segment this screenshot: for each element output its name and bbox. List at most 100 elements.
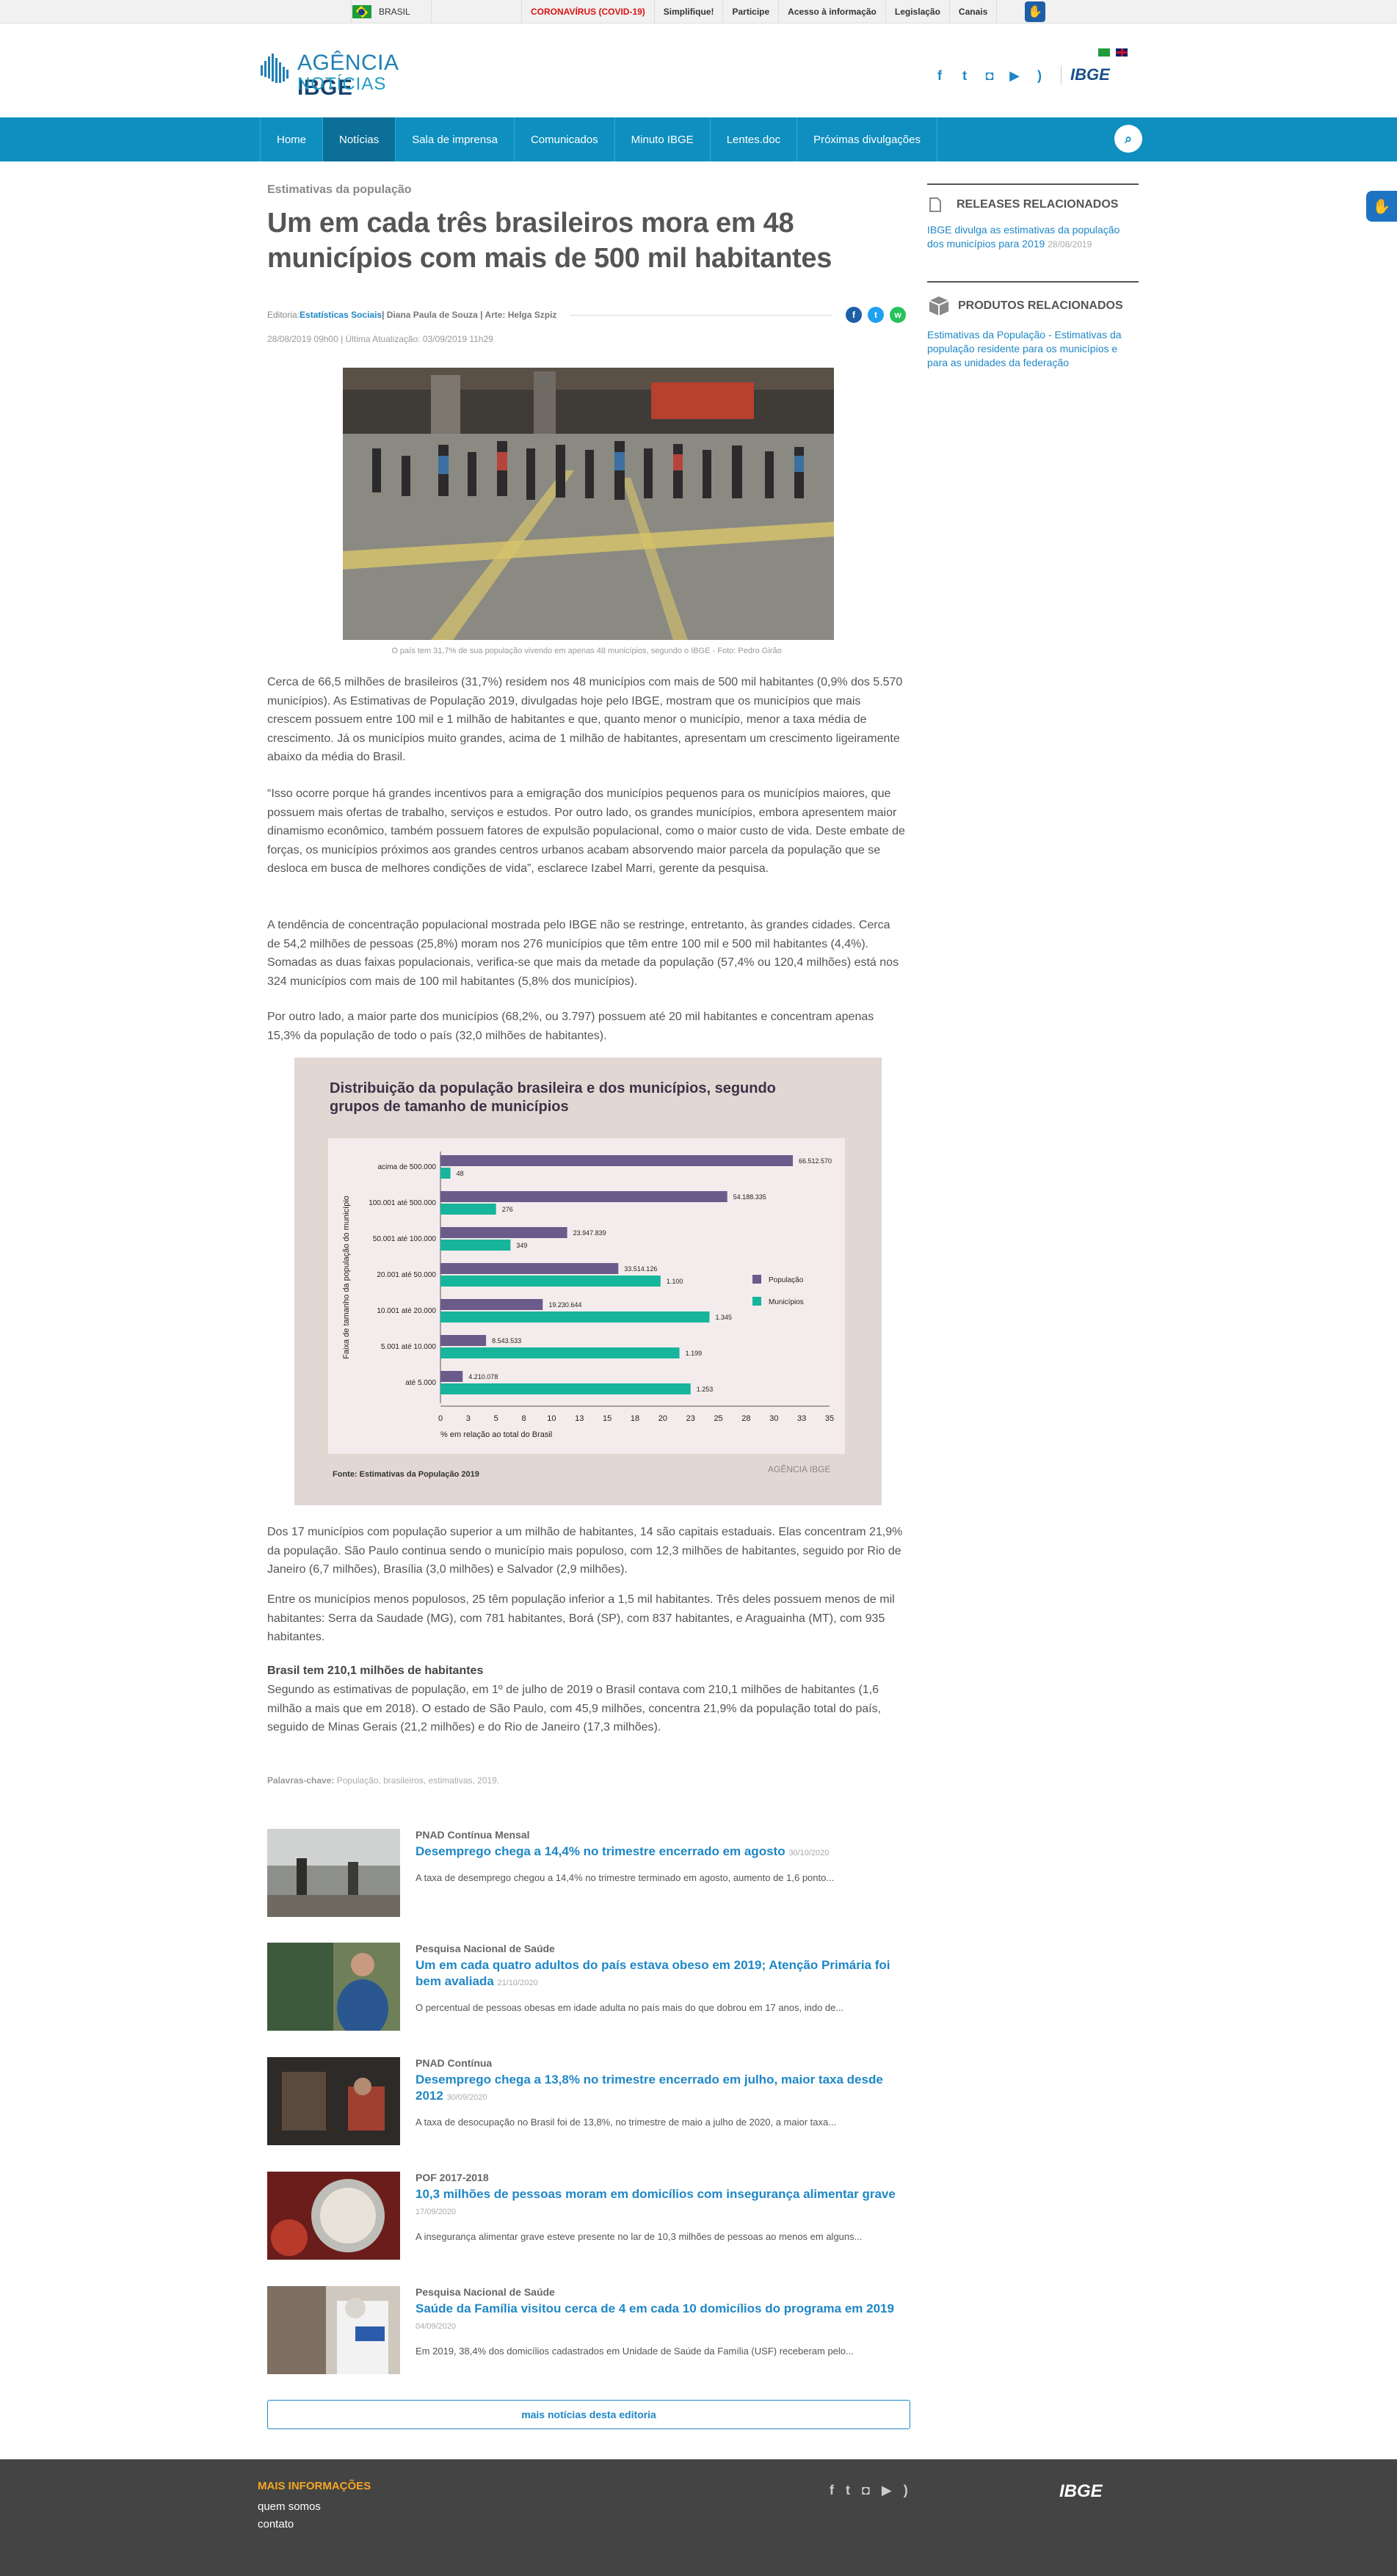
chart-logo: AGÊNCIA IBGE <box>768 1464 831 1474</box>
related-desc: Em 2019, 38,4% dos domicílios cadastrado… <box>416 2346 854 2357</box>
rss-icon[interactable]: ) <box>1037 68 1042 83</box>
releases-block: RELEASES RELACIONADOS IBGE divulga as es… <box>927 183 1139 252</box>
data-label: 8.543.533 <box>492 1337 521 1345</box>
ibge-logo-mark-icon <box>261 54 289 83</box>
related-thumb[interactable] <box>267 2286 400 2374</box>
nav-item-home[interactable]: Home <box>260 117 324 161</box>
x-tick-label: 15 <box>603 1414 612 1423</box>
related-thumb[interactable] <box>267 1943 400 2031</box>
category-label: 50.001 até 100.000 <box>373 1235 437 1243</box>
en-flag-icon[interactable] <box>1116 48 1128 57</box>
related-news-item[interactable]: Pesquisa Nacional de Saúde Saúde da Famí… <box>267 2286 906 2376</box>
twitter-icon[interactable]: t <box>962 68 967 83</box>
footer-ibge-logo[interactable]: IBGE <box>1059 2481 1103 2501</box>
section-heading: Brasil tem 210,1 milhões de habitantes <box>267 1664 484 1677</box>
related-date: 17/09/2020 <box>416 2208 457 2216</box>
nav-item-sala-de-imprensa[interactable]: Sala de imprensa <box>396 117 515 161</box>
agencia-ibge-logo[interactable]: AGÊNCIA IBGE NOTÍCIAS <box>261 48 451 100</box>
editoria-link[interactable]: Estatísticas Sociais <box>300 310 382 320</box>
related-news-item[interactable]: PNAD Contínua Desemprego chega a 13,8% n… <box>267 2057 906 2147</box>
x-tick-label: 3 <box>466 1414 471 1423</box>
byline-authors: | Diana Paula de Souza | Arte: Helga Szp… <box>382 310 557 320</box>
keywords-label: Palavras-chave: <box>267 1775 335 1786</box>
share-whatsapp-icon[interactable]: w <box>890 307 906 323</box>
related-title[interactable]: Desemprego chega a 13,8% no trimestre en… <box>416 2073 883 2103</box>
logo-bold-text: IBGE <box>297 76 353 100</box>
nav-item-minuto-ibge[interactable]: Minuto IBGE <box>615 117 711 161</box>
related-title[interactable]: 10,3 milhões de pessoas moram em domicíl… <box>416 2187 896 2201</box>
keywords-list[interactable]: População, brasileiros, estimativas, 201… <box>334 1775 500 1786</box>
bar-municipios <box>440 1276 661 1287</box>
related-thumb[interactable] <box>267 2057 400 2145</box>
related-thumb[interactable] <box>267 1829 400 1917</box>
nav-item-proximas-divulgacoes[interactable]: Próximas divulgações <box>797 117 937 161</box>
related-category: PNAD Contínua <box>416 2057 493 2069</box>
legend-label: Municípios <box>769 1298 804 1306</box>
related-title[interactable]: Desemprego chega a 14,4% no trimestre en… <box>416 1844 785 1858</box>
data-label: 276 <box>502 1206 513 1213</box>
document-icon <box>929 197 941 212</box>
nav-item-noticias[interactable]: Notícias <box>323 117 396 161</box>
related-thumb[interactable] <box>267 2172 400 2260</box>
data-label: 1.199 <box>686 1350 703 1357</box>
related-news-item[interactable]: PNAD Contínua Mensal Desemprego chega a … <box>267 1829 906 1918</box>
x-tick-label: 33 <box>797 1414 806 1423</box>
x-tick-label: 20 <box>658 1414 667 1423</box>
accessibility-side-icon[interactable]: ✋ <box>1366 191 1397 222</box>
gov-link-participe[interactable]: Participe <box>723 0 780 23</box>
releases-link[interactable]: IBGE divulga as estimativas da população… <box>927 224 1120 250</box>
article-paragraph-7: Segundo as estimativas de população, em … <box>267 1684 882 1733</box>
footer-facebook-icon[interactable]: f <box>830 2483 834 2497</box>
more-news-button[interactable]: mais notícias desta editoria <box>267 2400 910 2429</box>
related-date: 21/10/2020 <box>497 1979 538 1987</box>
chart-source: Fonte: Estimativas da População 2019 <box>333 1470 479 1479</box>
bar-populacao <box>440 1191 727 1202</box>
nav-item-comunicados[interactable]: Comunicados <box>515 117 615 161</box>
share-facebook-icon[interactable]: f <box>846 307 862 323</box>
youtube-icon[interactable]: ▶ <box>1009 68 1020 83</box>
related-title[interactable]: Saúde da Família visitou cerca de 4 em c… <box>416 2302 894 2315</box>
logo-sub-text: NOTÍCIAS <box>297 74 387 94</box>
footer-twitter-icon[interactable]: t <box>846 2483 850 2497</box>
category-label: até 5.000 <box>405 1379 436 1387</box>
instagram-icon[interactable]: ◘ <box>985 68 994 83</box>
ibge-header-logo[interactable]: IBGE <box>1061 65 1110 84</box>
footer-link-quem-somos[interactable]: quem somos <box>258 2500 321 2513</box>
gov-links: CORONAVÍRUS (COVID-19) Simplifique! Part… <box>521 0 998 23</box>
search-icon[interactable]: ⌕ <box>1114 125 1142 153</box>
brazil-flag-icon <box>352 5 371 18</box>
footer-instagram-icon[interactable]: ◘ <box>862 2483 870 2497</box>
share-twitter-icon[interactable]: t <box>868 307 884 323</box>
bar-populacao <box>440 1263 619 1274</box>
brasil-link[interactable]: BRASIL <box>351 0 432 23</box>
facebook-icon[interactable]: f <box>937 68 942 83</box>
related-news-item[interactable]: Pesquisa Nacional de Saúde Um em cada qu… <box>267 1943 906 2032</box>
gov-link-canais[interactable]: Canais <box>950 0 998 23</box>
gov-link-covid[interactable]: CORONAVÍRUS (COVID-19) <box>521 0 655 23</box>
footer-rss-icon[interactable]: ) <box>903 2483 908 2497</box>
share-buttons: f t w <box>846 307 906 323</box>
products-link[interactable]: Estimativas da População - Estimativas d… <box>927 329 1122 368</box>
footer-social-links: f t ◘ ▶ ) <box>830 2483 908 2498</box>
data-label: 1.100 <box>667 1278 683 1285</box>
pt-flag-icon[interactable] <box>1098 48 1110 57</box>
x-tick-label: 13 <box>575 1414 584 1423</box>
gov-link-legislacao[interactable]: Legislação <box>886 0 950 23</box>
footer-link-contato[interactable]: contato <box>258 2518 294 2530</box>
related-news-item[interactable]: POF 2017-2018 10,3 milhões de pessoas mo… <box>267 2172 906 2261</box>
products-title: PRODUTOS RELACIONADOS <box>958 299 1123 312</box>
x-tick-label: 10 <box>547 1414 556 1423</box>
site-header: AGÊNCIA IBGE NOTÍCIAS f t ◘ ▶ ) IBGE <box>0 24 1397 117</box>
related-title[interactable]: Um em cada quatro adultos do país estava… <box>416 1958 890 1988</box>
article-kicker[interactable]: Estimativas da população <box>267 183 412 196</box>
gov-link-acesso[interactable]: Acesso à informação <box>779 0 886 23</box>
related-date: 30/09/2020 <box>446 2093 487 2102</box>
footer-youtube-icon[interactable]: ▶ <box>881 2483 892 2497</box>
gov-link-simplifique[interactable]: Simplifique! <box>655 0 724 23</box>
bar-municipios <box>440 1240 511 1251</box>
accessibility-hand-icon[interactable]: ✋ <box>1025 1 1045 22</box>
byline-prefix: Editoria: <box>267 310 300 320</box>
nav-item-lentes-doc[interactable]: Lentes.doc <box>711 117 798 161</box>
logo-main-text: AGÊNCIA <box>297 51 398 75</box>
keywords: Palavras-chave: População, brasileiros, … <box>267 1775 499 1786</box>
